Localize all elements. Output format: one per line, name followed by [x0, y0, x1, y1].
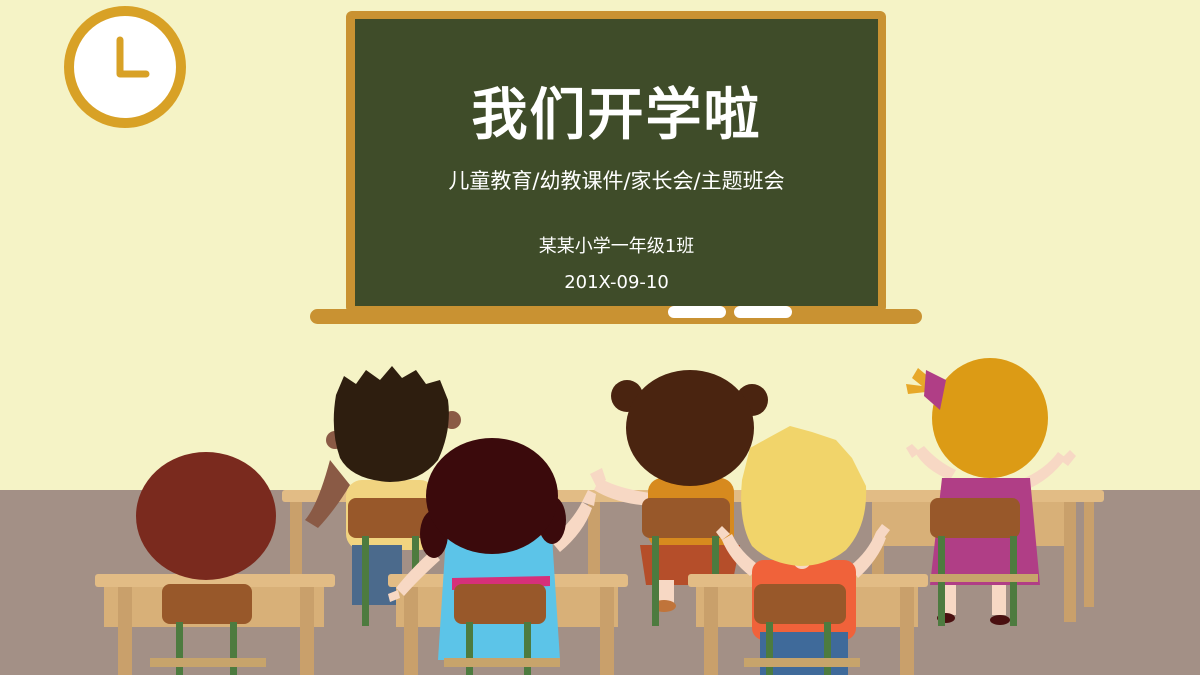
class-name: 某某小学一年级1班 — [538, 236, 695, 257]
chair — [744, 584, 860, 675]
chalk-piece — [734, 306, 792, 318]
chair — [150, 584, 266, 675]
chalkboard — [355, 19, 878, 306]
slide-subtitle: 儿童教育/幼教课件/家长会/主题班会 — [448, 169, 785, 193]
slide-title: 我们开学啦 — [471, 83, 762, 148]
chair — [930, 498, 1038, 626]
chair — [444, 584, 560, 675]
slide-date: 201X-09-10 — [564, 272, 669, 293]
clock-icon — [64, 6, 186, 128]
student-boy-blonde — [716, 426, 890, 675]
student-red-hair — [136, 452, 276, 580]
chalk-piece — [668, 306, 726, 318]
